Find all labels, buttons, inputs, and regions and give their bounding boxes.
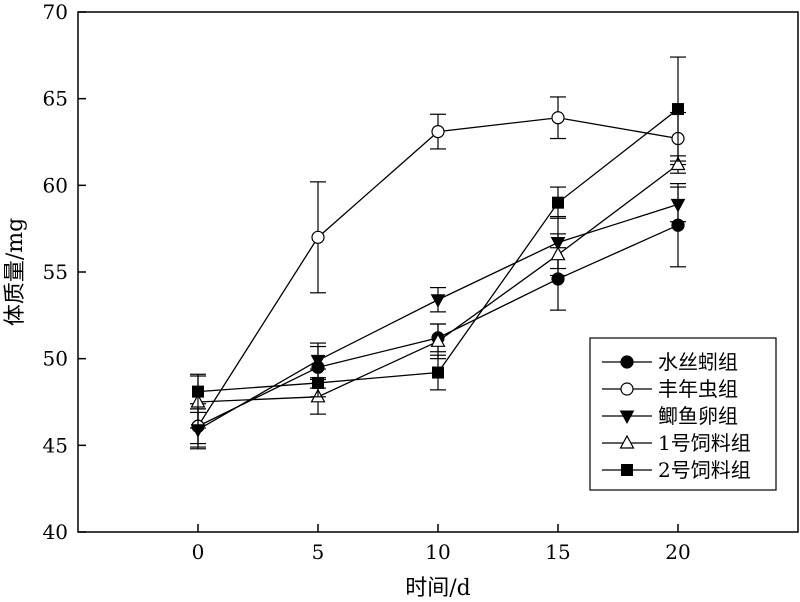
- legend-label: 丰年虫组: [658, 377, 738, 401]
- data-point: [431, 125, 445, 139]
- legend-label: 鲫鱼卵组: [658, 404, 738, 428]
- x-axis-title: 时间/d: [405, 576, 471, 601]
- y-tick-label: 50: [43, 347, 68, 371]
- legend-marker: [620, 382, 634, 396]
- legend-label: 1号饲料组: [658, 431, 751, 455]
- data-point: [192, 385, 204, 398]
- legend-entry-2: 丰年虫组: [602, 377, 738, 401]
- data-point: [432, 366, 444, 379]
- legend-marker: [619, 410, 635, 425]
- legend-entry-3: 鲫鱼卵组: [602, 404, 738, 428]
- y-tick-label: 65: [43, 87, 68, 111]
- series-layer: [190, 56, 686, 450]
- legend-entry-1: 水丝蚓组: [602, 350, 738, 374]
- data-point: [670, 156, 686, 171]
- legend-entry-4: 1号饲料组: [602, 431, 751, 455]
- x-tick-label: 5: [312, 540, 325, 564]
- y-axis-title: 体质量/mg: [3, 218, 28, 326]
- data-point: [551, 111, 565, 125]
- data-point: [311, 230, 325, 244]
- y-tick-label: 55: [43, 260, 68, 284]
- legend-marker: [620, 355, 634, 369]
- y-tick-label: 45: [43, 433, 68, 457]
- data-point: [670, 198, 686, 213]
- y-tick-label: 70: [43, 0, 68, 24]
- data-point: [312, 376, 324, 389]
- y-tick-label: 40: [43, 520, 68, 544]
- data-point: [552, 196, 564, 209]
- axes: 40 45 50 55 60 65 70 0 5 10 15 20: [43, 0, 691, 564]
- data-point: [672, 103, 684, 116]
- legend-marker: [621, 464, 633, 476]
- data-point: [430, 294, 446, 308]
- legend-entry-5: 2号饲料组: [602, 458, 751, 482]
- legend-label: 2号饲料组: [658, 458, 751, 482]
- legend-label: 水丝蚓组: [658, 350, 738, 374]
- series-5: [190, 56, 686, 410]
- x-tick-label: 20: [665, 540, 690, 564]
- x-tick-label: 10: [425, 540, 450, 564]
- x-tick-label: 15: [545, 540, 570, 564]
- data-point: [550, 246, 566, 261]
- data-point: [310, 354, 326, 369]
- legend-marker: [619, 434, 635, 449]
- x-tick-label: 0: [192, 540, 205, 564]
- y-tick-label: 60: [43, 173, 68, 197]
- data-point: [430, 333, 446, 347]
